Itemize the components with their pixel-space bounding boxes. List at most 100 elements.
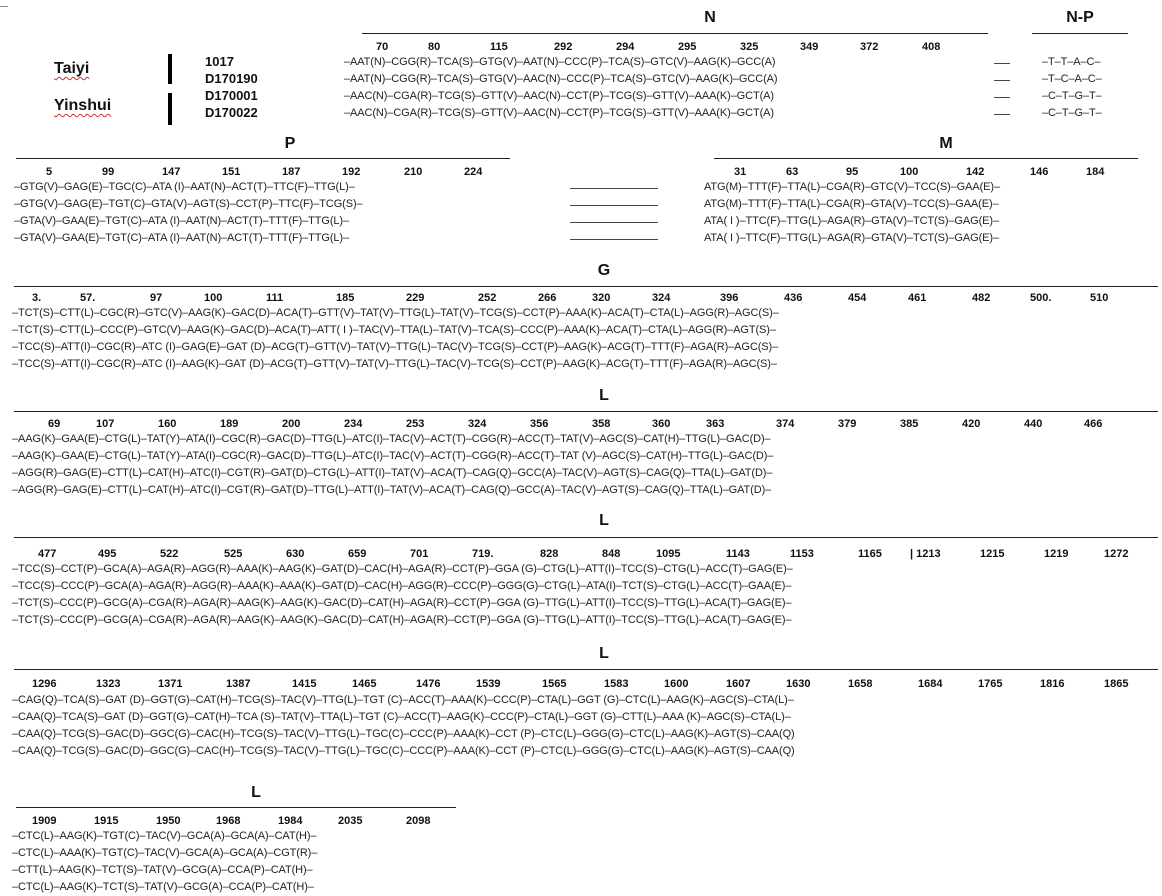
section-title-m: M [939,135,953,152]
position-label: 185 [336,292,355,304]
position-label: 1215 [980,548,1005,560]
position-label: 1165 [858,548,882,560]
position-row-m: 31 63 95 100 142 146 184 [0,166,1162,180]
position-label: 111 [266,292,284,304]
group-bar-yinshui [168,93,172,125]
position-label: 292 [554,41,573,53]
position-label: 200 [282,418,301,430]
position-label: 1984 [278,815,303,827]
position-label: 1153 [790,548,814,560]
position-label: 1323 [96,678,121,690]
position-label: 224 [464,166,483,178]
position-label: 500. [1030,292,1052,304]
position-label: 436 [784,292,803,304]
sequence-row-l2: –TCC(S)–CCT(P)–GCA(A)–AGA(R)–AGG(R)–AAA(… [12,563,793,575]
position-label: 1909 [32,815,57,827]
section-title-n: N [704,9,716,26]
section-rule-l2 [14,537,1158,538]
position-label: 495 [98,548,117,560]
section-rule-n [362,33,988,34]
position-label: 360 [652,418,671,430]
strain-label: 1017 [205,54,234,69]
position-label: 253 [406,418,425,430]
sequence-row-l3: –CAA(Q)–TCG(S)–GAC(D)–GGC(G)–CAC(H)–TCG(… [12,745,795,757]
position-label: 2035 [338,815,363,827]
position-label: 1816 [1040,678,1065,690]
position-label: 142 [966,166,985,178]
sequence-row-l1: –AAG(K)–GAA(E)–CTG(L)–TAT(Y)–ATA(I)–CGC(… [12,433,771,445]
position-label: 151 [222,166,241,178]
position-label: 522 [160,548,179,560]
section-title-l3: L [599,645,609,662]
position-label: 187 [282,166,301,178]
sequence-row-l4: –CTC(L)–AAG(K)–TGT(C)–TAC(V)–GCA(A)–GCA(… [12,830,317,842]
sequence-row-n: –AAT(N)–CGG(R)–TCA(S)–GTG(V)–AAC(N)–CCC(… [344,73,778,85]
position-label: 828 [540,548,559,560]
position-label: 374 [776,418,795,430]
sequence-row-n: –AAC(N)–CGA(R)–TCG(S)–GTT(V)–AAC(N)–CCT(… [344,90,774,102]
position-row-g: 3. 57. 97 100 111 185 229 252 266 320 32… [0,292,1162,306]
position-label: 1658 [848,678,873,690]
strain-label: D170022 [205,105,258,120]
gap-dash [994,63,1010,64]
position-label: 100 [900,166,919,178]
sequence-row-np: –T–C–A–C– [1042,73,1102,85]
section-title-p: P [284,135,296,152]
position-label: 701 [410,548,429,560]
position-label: 349 [800,41,819,53]
position-label: 356 [530,418,549,430]
position-label: 325 [740,41,759,53]
position-label: 1630 [786,678,811,690]
position-label: 69 [48,418,61,430]
sequence-row-l2: –TCT(S)–CCC(P)–GCG(A)–CGA(R)–AGA(R)–AAG(… [12,597,792,609]
sequence-row-l1: –AAG(K)–GAA(E)–CTG(L)–TAT(Y)–ATA(I)–CGC(… [12,450,774,462]
sequence-row-m: ATG(M)–TTT(F)–TTA(L)–CGA(R)–GTA(V)–TCC(S… [704,198,999,210]
corner-mark [0,6,8,7]
sequence-row-l4: –CTC(L)–AAG(K)–TCT(S)–TAT(V)–GCG(A)–CCA(… [12,881,314,893]
sequence-row-m: ATA( I )–TTC(F)–TTG(L)–AGA(R)–GTA(V)–TCT… [704,215,999,227]
sequence-row-l4: –CTT(L)–AAG(K)–TCT(S)–TAT(V)–GCG(A)–CCA(… [12,864,313,876]
gap-dash [994,114,1010,115]
sequence-row-np: –C–T–G–T– [1042,90,1102,102]
position-label: 1219 [1044,548,1069,560]
sequence-row-l2: –TCC(S)–CCC(P)–GCA(A)–AGA(R)–AGG(R)–AAA(… [12,580,792,592]
section-rule-g [14,286,1158,287]
position-label: 2098 [406,815,431,827]
position-label: 3. [32,292,42,304]
position-label: 295 [678,41,697,53]
position-row-n: 70 80 115 292 294 295 325 349 372 408 [0,41,1162,55]
position-label: 1968 [216,815,241,827]
position-label: 324 [652,292,671,304]
position-label: 477 [38,548,57,560]
sequence-row-g: –TCC(S)–ATT(I)–CGC(R)–ATC (I)–GAG(E)–GAT… [12,341,779,353]
position-label: 1476 [416,678,441,690]
sequence-row-g: –TCC(S)–ATT(I)–CGC(R)–ATC (I)–AAG(K)–GAT… [12,358,777,370]
position-label: 1684 [918,678,943,690]
sequence-row-m: ATG(M)–TTT(F)–TTA(L)–CGA(R)–GTC(V)–TCC(S… [704,181,1000,193]
sequence-row-g: –TCT(S)–CTT(L)–CCC(P)–GTC(V)–AAG(K)–GAC(… [12,324,776,336]
position-label: 396 [720,292,739,304]
position-label: 659 [348,548,367,560]
position-label: 1296 [32,678,57,690]
position-label: 1565 [542,678,567,690]
position-label: 266 [538,292,557,304]
position-row-l2: 477 495 522 525 630 659 701 719. 828 848… [0,548,1162,562]
section-rule-m [714,158,1138,159]
section-rule-l3 [14,669,1158,670]
position-row-l1: 69 107 160 189 200 234 253 324 356 358 3… [0,418,1162,432]
position-label: 63 [786,166,799,178]
position-label: 525 [224,548,243,560]
position-label: 147 [162,166,181,178]
position-label: 1143 [726,548,750,560]
position-label: 1272 [1104,548,1129,560]
section-rule-l1 [14,411,1158,412]
sequence-row-l3: –CAA(Q)–TCA(S)–GAT (D)–GGT(G)–CAT(H)–TCA… [12,711,791,723]
position-label: 1865 [1104,678,1129,690]
position-label: 210 [404,166,423,178]
strain-label: D170001 [205,88,258,103]
position-label: 363 [706,418,725,430]
section-rule-p [16,158,510,159]
position-label: 146 [1030,166,1049,178]
gap-dash [994,80,1010,81]
gap-dash [570,205,658,206]
